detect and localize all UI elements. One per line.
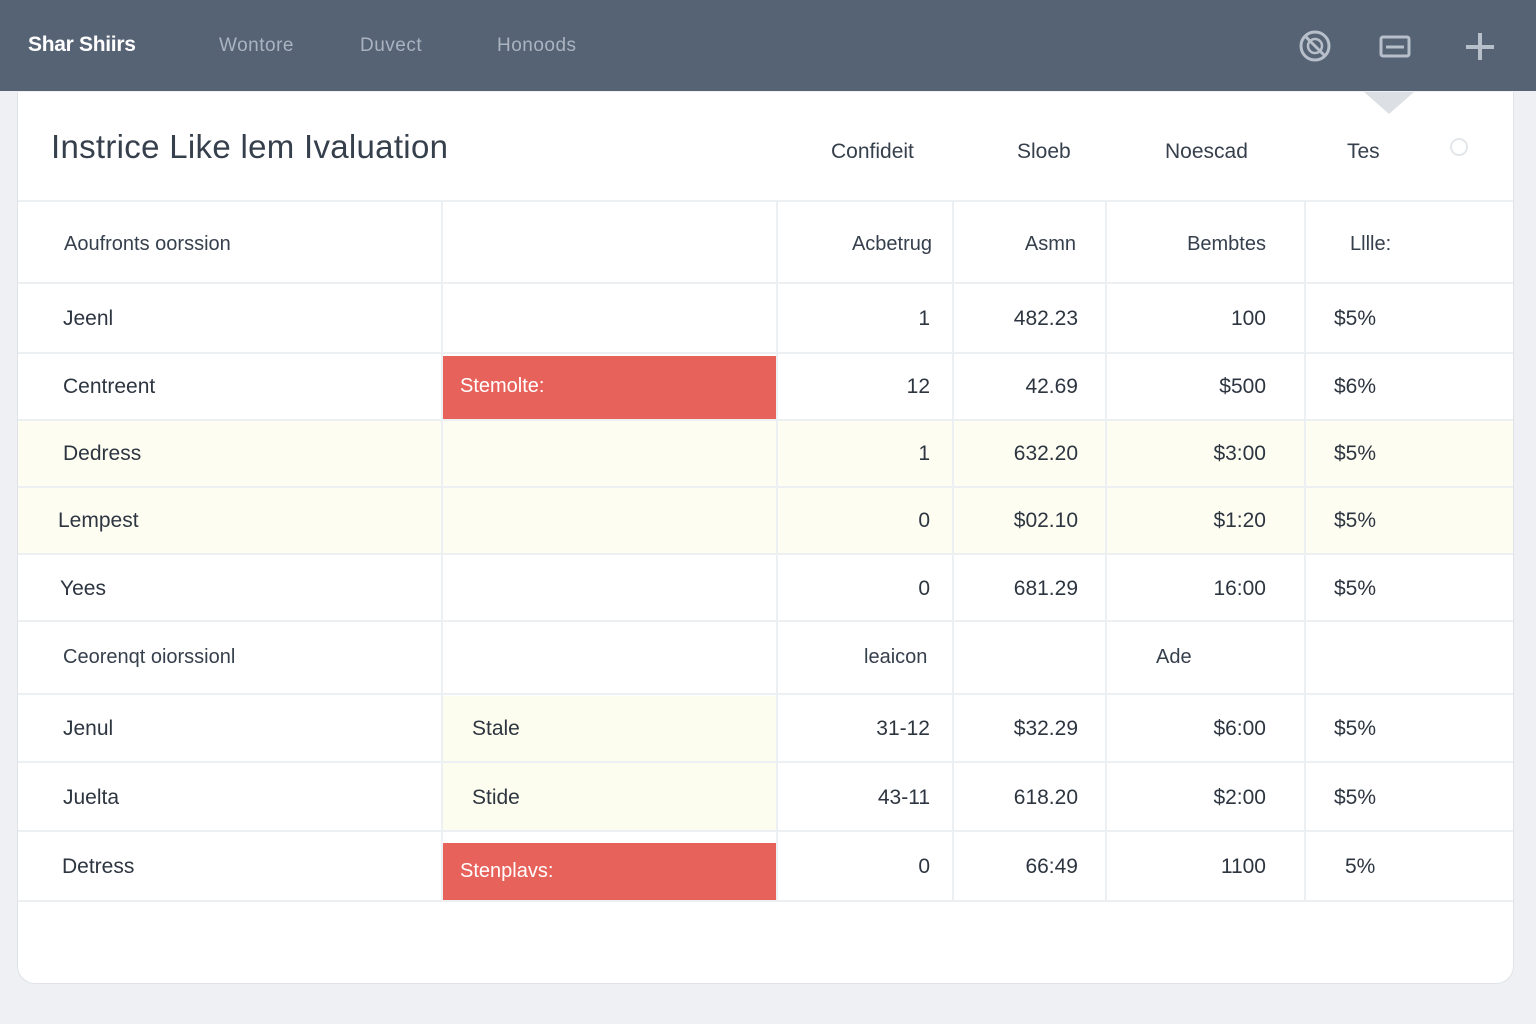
divider [18, 900, 1513, 902]
divider [18, 553, 1513, 555]
row-value: $2:00 [1213, 786, 1266, 809]
card-icon[interactable] [1378, 30, 1412, 62]
nav-item-3[interactable]: Honoods [497, 35, 577, 56]
row-value: $5% [1334, 717, 1377, 740]
column-divider [441, 201, 443, 901]
divider [18, 200, 1513, 202]
row-value: $6:00 [1213, 717, 1266, 740]
row-value: 0 [918, 509, 930, 532]
row-value: 12 [906, 375, 930, 398]
row-tag[interactable]: Stenplavs: [460, 860, 554, 882]
row-value: $3:00 [1213, 442, 1266, 465]
row-value: $500 [1219, 375, 1266, 398]
row-value: 632.20 [1013, 442, 1078, 465]
divider [18, 693, 1513, 695]
row-value: $5% [1334, 786, 1377, 809]
row-name: Yees [60, 577, 106, 600]
row-name: Dedress [63, 442, 142, 465]
row-name: Juelta [63, 786, 120, 809]
row-value: 5% [1345, 855, 1376, 878]
column-header[interactable]: Acbetrug [851, 233, 932, 255]
tag-cell-cream [443, 696, 776, 830]
divider [18, 620, 1513, 622]
row-value: 42.69 [1025, 375, 1078, 398]
row-value: 681.29 [1013, 577, 1078, 600]
row-value: 0 [918, 855, 930, 878]
row-name: Centreent [63, 375, 156, 398]
status-dot-icon [1450, 138, 1468, 156]
column-header[interactable]: Asmn [1024, 233, 1076, 255]
column-header[interactable]: Ade [1156, 646, 1192, 668]
tag-cell-highlight [442, 356, 776, 419]
row-value: 1100 [1220, 855, 1266, 878]
header-link-confideit[interactable]: Confideit [831, 140, 914, 163]
row-tag[interactable]: Stale [472, 717, 520, 740]
divider [18, 761, 1513, 763]
divider [18, 486, 1513, 488]
row-value: 0 [918, 577, 930, 600]
column-header[interactable]: Lllle: [1350, 233, 1392, 255]
divider [18, 352, 1513, 354]
divider [18, 282, 1513, 284]
row-value: 16:00 [1213, 577, 1266, 600]
row-name: Jenul [63, 717, 114, 740]
column-divider [1304, 201, 1306, 901]
row-value: $5% [1334, 307, 1377, 330]
divider [18, 830, 1513, 832]
brand-name[interactable]: Shar Shiirs [28, 33, 136, 56]
row-value: $02.10 [1013, 509, 1078, 532]
column-divider [1105, 201, 1107, 901]
row-tag[interactable]: Stemolte: [460, 375, 545, 397]
divider [18, 419, 1513, 421]
nav-item-2[interactable]: Duvect [360, 35, 423, 56]
row-value: $32.29 [1013, 717, 1078, 740]
page-title: Instrice Like lem Ivaluation [51, 128, 449, 165]
row-value: 31-12 [876, 717, 930, 740]
header-link-sloeb[interactable]: Sloeb [1017, 140, 1071, 163]
section-header: Aoufronts oorssion [64, 233, 231, 255]
section-header: Ceorenqt oiorssionl [63, 646, 236, 668]
row-value: 43-11 [877, 786, 930, 809]
row-value: 100 [1230, 307, 1266, 330]
row-name: Jeenl [63, 307, 114, 330]
nav-item-1[interactable]: Wontore [219, 35, 294, 56]
row-name: Detress [62, 855, 135, 878]
header-link-noescad[interactable]: Noescad [1165, 140, 1248, 163]
dropdown-pointer [1364, 92, 1414, 114]
column-divider [776, 201, 778, 901]
circle-slash-icon[interactable] [1298, 30, 1332, 62]
row-value: $5% [1334, 577, 1377, 600]
row-tag[interactable]: Stide [472, 786, 520, 809]
column-divider [952, 201, 954, 901]
column-header[interactable]: Bembtes [1187, 233, 1266, 255]
plus-icon[interactable] [1463, 30, 1497, 62]
row-value: 618.20 [1013, 786, 1078, 809]
row-value: 1 [918, 442, 930, 465]
row-value: 482.23 [1013, 307, 1078, 330]
row-value: $5% [1334, 442, 1377, 465]
header-link-tes[interactable]: Tes [1347, 140, 1380, 163]
top-bar [0, 0, 1536, 91]
row-value: $5% [1334, 509, 1377, 532]
tag-cell-highlight [442, 843, 776, 902]
row-name: Lempest [58, 509, 139, 532]
row-value: $1:20 [1213, 509, 1266, 532]
column-header[interactable]: leaicon [864, 646, 928, 668]
row-value: $6% [1334, 375, 1377, 398]
row-value: 66:49 [1025, 855, 1078, 878]
row-value: 1 [918, 307, 930, 330]
